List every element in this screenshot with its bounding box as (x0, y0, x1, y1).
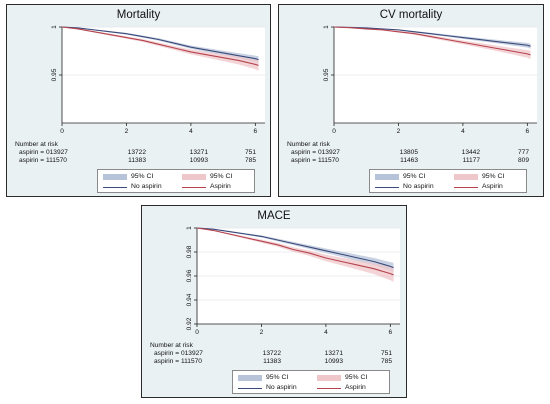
ci-swatch (238, 375, 262, 381)
y-tick-label: 1 (186, 226, 193, 230)
mace-chart: 0.920.940.960.9810246Time (years) (186, 226, 400, 336)
x-tick-label: 4 (461, 128, 465, 135)
x-tick-label: 4 (189, 128, 193, 135)
legend-label: 95% CI (210, 173, 233, 180)
line-swatch (182, 187, 206, 188)
x-tick-label: 0 (195, 329, 199, 336)
cv-mortality-chart: 0.9510246Time (years) (323, 25, 537, 135)
legend: 95% CI 95% CI No aspirin Aspirin (369, 169, 527, 193)
risk-value: 13271 (189, 149, 208, 156)
risk-row-label: aspirin = 013927 (19, 149, 68, 156)
legend-label: Aspirin (482, 183, 503, 190)
risk-value: 10993 (189, 157, 208, 164)
risk-value: 13722 (262, 350, 281, 357)
risk-value: 809 (517, 157, 529, 164)
ci-swatch (375, 174, 399, 180)
line-swatch (375, 187, 399, 188)
risk-row-label: aspirin = 013927 (154, 350, 203, 357)
risk-title: Number at risk (150, 342, 193, 349)
series-line-no-aspirin (61, 26, 259, 61)
series-line-no-aspirin (196, 227, 394, 269)
ci-swatch (182, 174, 206, 180)
y-tick-label: 0.95 (51, 68, 58, 81)
risk-value: 11383 (263, 358, 281, 365)
y-tick-label: 0.92 (186, 317, 193, 330)
line-swatch (103, 187, 127, 188)
x-tick-label: 4 (324, 329, 328, 336)
risk-row-label: aspirin = 111570 (154, 358, 202, 365)
risk-value: 785 (380, 358, 392, 365)
risk-value: 13442 (461, 149, 480, 156)
risk-row-label: aspirin = 013927 (291, 149, 340, 156)
legend-label: 95% CI (482, 173, 505, 180)
y-tick-label: 0.94 (186, 293, 193, 306)
legend-label: 95% CI (403, 173, 426, 180)
legend-label: No aspirin (131, 183, 162, 190)
line-swatch (238, 388, 262, 389)
ci-swatch (454, 174, 478, 180)
legend: 95% CI 95% CI No aspirin Aspirin (97, 169, 255, 193)
legend: 95% CI 95% CI No aspirin Aspirin (232, 370, 390, 394)
chart-title: MACE (257, 210, 291, 222)
x-tick-label: 2 (260, 329, 264, 336)
chart-title: Mortality (116, 9, 161, 21)
risk-title: Number at risk (287, 141, 330, 148)
y-tick-label: 1 (323, 25, 330, 29)
y-tick-label: 0.98 (186, 245, 193, 258)
risk-value: 13805 (399, 149, 418, 156)
line-swatch (317, 388, 341, 389)
risk-value: 13271 (324, 350, 343, 357)
risk-value: 751 (380, 350, 392, 357)
legend-label: 95% CI (345, 374, 368, 381)
x-tick-label: 6 (526, 128, 530, 135)
x-tick-label: 0 (332, 128, 336, 135)
series-line-aspirin (61, 26, 259, 66)
ci-swatch (317, 375, 341, 381)
cv-mortality-panel: CV mortality 0.9510246Time (years) Numbe… (278, 4, 544, 197)
risk-value: 785 (244, 157, 256, 164)
risk-row-label: aspirin = 111570 (19, 157, 67, 164)
legend-label: 95% CI (131, 173, 154, 180)
x-tick-label: 2 (397, 128, 401, 135)
y-tick-label: 1 (51, 25, 58, 29)
ci-swatch (103, 174, 127, 180)
risk-row-label: aspirin = 111570 (291, 157, 339, 164)
legend-label: No aspirin (403, 183, 434, 190)
risk-value: 10993 (324, 358, 343, 365)
y-tick-label: 0.96 (186, 269, 193, 282)
series-line-aspirin (333, 26, 531, 56)
chart-title: CV mortality (379, 9, 443, 21)
risk-value: 11177 (462, 157, 480, 164)
legend-label: No aspirin (266, 384, 297, 391)
risk-value: 13722 (127, 149, 146, 156)
mace-panel: MACE 0.920.940.960.9810246Time (years) N… (141, 205, 407, 398)
risk-title: Number at risk (15, 141, 58, 148)
mortality-chart: 0.9510246Time (years) (51, 25, 265, 135)
risk-value: 11383 (128, 157, 146, 164)
series-line-no-aspirin (333, 26, 531, 47)
legend-label: Aspirin (210, 183, 231, 190)
risk-value: 777 (517, 149, 529, 156)
x-tick-label: 2 (125, 128, 129, 135)
x-tick-label: 0 (60, 128, 64, 135)
x-tick-label: 6 (389, 329, 393, 336)
x-tick-label: 6 (254, 128, 258, 135)
legend-label: 95% CI (266, 374, 289, 381)
risk-value: 11463 (400, 157, 418, 164)
line-swatch (454, 187, 478, 188)
risk-value: 751 (244, 149, 256, 156)
mortality-panel: Mortality 0.9510246Time (years) Number a… (6, 4, 271, 197)
legend-label: Aspirin (345, 384, 366, 391)
series-line-aspirin (196, 227, 394, 276)
y-tick-label: 0.95 (323, 68, 330, 81)
